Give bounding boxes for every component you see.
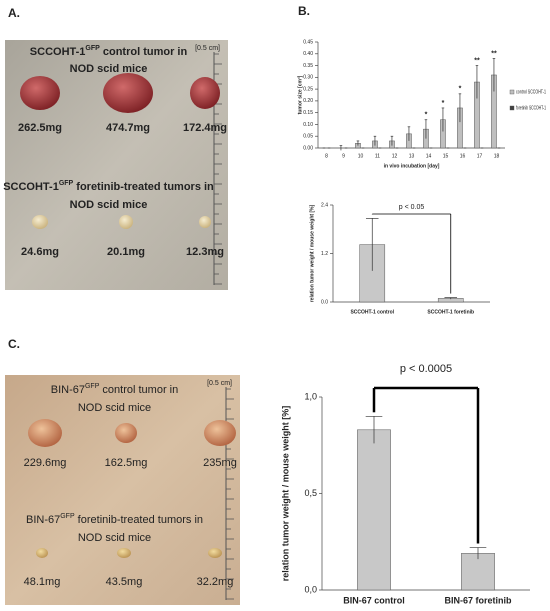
tumor-weight: 24.6mg	[21, 246, 59, 258]
y-tick-label: 0.25	[303, 86, 313, 92]
tumor-weight: 474.7mg	[106, 122, 150, 134]
heading-part: foretinib-treated tumors in	[75, 514, 203, 526]
tumor-weight: 43.5mg	[106, 576, 143, 588]
x-tick-label: 14	[426, 153, 432, 159]
heading-part: control tumor in	[99, 384, 178, 396]
x-tick-label: SCCOHT-1 control	[350, 309, 394, 315]
x-tick-label: 11	[375, 153, 380, 159]
heading-part: GFP	[85, 383, 100, 390]
heading-part: SCCOHT-1	[30, 46, 86, 58]
y-tick-label: 0.0	[321, 299, 328, 305]
y-tick-label: 0,0	[304, 584, 317, 594]
y-axis-label: relation tumor weight / mouse weight [%]	[280, 406, 290, 582]
tumor-weight: 12.3mg	[186, 246, 224, 258]
y-tick-label: 1.2	[321, 251, 328, 257]
tumor	[208, 548, 222, 558]
tumor	[117, 548, 131, 558]
x-tick-label: SCCOHT-1 foretinib	[427, 309, 474, 315]
tumor-weight: 262.5mg	[18, 122, 62, 134]
x-tick-label: 13	[409, 153, 415, 159]
tumor-weight: 32.2mg	[197, 576, 234, 588]
x-tick-label: 17	[477, 153, 483, 159]
tumor-weight: 229.6mg	[24, 457, 67, 469]
scale-label: [0.5 cm]	[207, 380, 232, 387]
heading-part: GFP	[60, 513, 75, 520]
significance-mark: **	[491, 50, 497, 57]
tumor	[115, 423, 137, 443]
heading-part: BIN-67	[26, 514, 60, 526]
y-axis-label: relation tumor weight / mouse weight [%]	[309, 204, 315, 302]
tumor	[190, 77, 220, 109]
x-tick-label: 10	[358, 153, 364, 159]
x-tick-label: 9	[342, 153, 345, 159]
heading-part: GFP	[85, 45, 100, 52]
p-value: p < 0.0005	[400, 363, 452, 375]
y-axis-label: tumor size [cm³]	[297, 75, 303, 114]
p-value: p < 0.05	[399, 204, 425, 211]
y-tick-label: 0.40	[303, 51, 313, 57]
tumor-weight: 235mg	[203, 457, 237, 469]
y-tick-label: 2.4	[321, 202, 328, 208]
panel-label: B.	[298, 4, 310, 18]
x-tick-label: BIN-67 foretinib	[444, 595, 512, 605]
x-tick-label: BIN-67 control	[343, 595, 405, 605]
tumor	[204, 420, 236, 446]
tumor-weight: 162.5mg	[105, 457, 148, 469]
heading-part: foretinib-treated tumors in	[73, 181, 214, 193]
significance-mark: *	[442, 100, 445, 107]
group-heading: SCCOHT-1GFP control tumor in	[30, 45, 188, 58]
photo-background	[5, 375, 240, 605]
bar	[357, 429, 391, 591]
tumor	[32, 215, 48, 229]
group-heading: BIN-67GFP foretinib-treated tumors in	[26, 513, 203, 526]
x-tick-label: 8	[325, 153, 328, 159]
tumor	[199, 216, 211, 228]
heading-part: BIN-67	[51, 384, 85, 396]
x-tick-label: 15	[443, 153, 449, 159]
x-axis-label: in vivo incubation [day]	[384, 163, 440, 169]
tumor	[36, 548, 48, 558]
panel-label: A.	[8, 6, 20, 20]
significance-mark: *	[425, 112, 428, 119]
y-tick-label: 0,5	[304, 488, 317, 498]
y-tick-label: 0.30	[303, 75, 313, 81]
tumor	[20, 76, 60, 110]
heading-part: control tumor in	[100, 46, 188, 58]
y-tick-label: 0.45	[303, 39, 313, 45]
x-tick-label: 18	[494, 153, 500, 159]
tumor-weight: 172.4mg	[183, 122, 227, 134]
tumor-weight: 48.1mg	[24, 576, 61, 588]
scale-label: [0.5 cm]	[195, 45, 220, 52]
y-tick-label: 0.10	[303, 122, 313, 128]
significance-mark: **	[474, 57, 480, 64]
group-heading: SCCOHT-1GFP foretinib-treated tumors in	[3, 180, 214, 193]
y-tick-label: 1,0	[304, 391, 317, 401]
tumor	[28, 419, 62, 447]
legend-label: control SCCOHT-1	[516, 89, 546, 95]
group-heading: NOD scid mice	[70, 199, 148, 211]
group-heading: NOD scid mice	[78, 532, 151, 544]
group-heading: NOD scid mice	[78, 402, 151, 414]
group-heading: NOD scid mice	[70, 63, 148, 75]
tumor	[103, 73, 153, 113]
y-tick-label: 0.35	[303, 63, 313, 69]
y-tick-label: 0.05	[303, 134, 313, 140]
y-tick-label: 0.00	[303, 145, 313, 151]
y-tick-label: 0.20	[303, 98, 313, 104]
tumor-weight: 20.1mg	[107, 246, 145, 258]
panel-label: C.	[8, 337, 20, 351]
significance-mark: *	[459, 86, 462, 93]
heading-part: SCCOHT-1	[3, 181, 59, 193]
bar	[461, 553, 495, 591]
legend-swatch	[509, 89, 515, 95]
y-tick-label: 0.15	[303, 110, 313, 116]
x-tick-label: 12	[392, 153, 398, 159]
x-tick-label: 16	[460, 153, 466, 159]
legend-swatch	[509, 105, 515, 111]
group-heading: BIN-67GFP control tumor in	[51, 383, 179, 396]
heading-part: GFP	[59, 180, 74, 187]
tumor	[119, 215, 133, 229]
legend-label: foretinib SCCOHT-1	[516, 105, 546, 111]
